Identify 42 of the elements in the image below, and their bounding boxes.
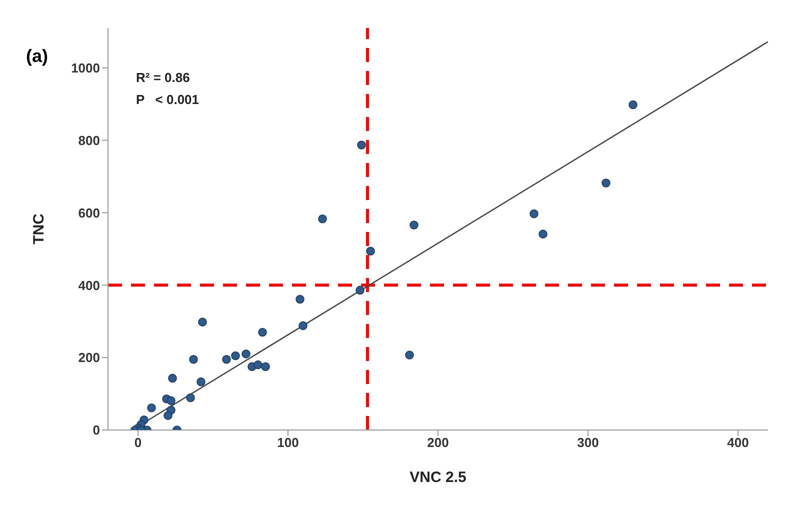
point bbox=[628, 100, 638, 110]
point bbox=[231, 351, 240, 360]
point bbox=[298, 321, 308, 330]
point bbox=[198, 318, 207, 326]
point bbox=[357, 140, 366, 150]
point bbox=[538, 230, 548, 238]
point bbox=[405, 350, 414, 360]
text: (a) bbox=[26, 46, 48, 67]
x-tick-label: 200 bbox=[427, 435, 449, 450]
annotation: P < 0.001 bbox=[136, 92, 200, 107]
y-tick-label: 600 bbox=[78, 205, 100, 220]
y-axis-title: TNC bbox=[30, 213, 48, 244]
y-tick-label: 1000 bbox=[71, 60, 100, 76]
x-tick-label: 100 bbox=[277, 435, 299, 450]
point bbox=[164, 411, 172, 420]
point bbox=[166, 396, 176, 406]
x-tick-label: 400 bbox=[727, 435, 749, 450]
y-tick-label: 0 bbox=[92, 422, 100, 438]
annotation: R² = 0.86 bbox=[136, 70, 190, 85]
point bbox=[168, 374, 177, 383]
point bbox=[356, 286, 364, 295]
point bbox=[410, 220, 418, 230]
point bbox=[261, 362, 270, 372]
point bbox=[242, 350, 250, 358]
y-tick-label: 800 bbox=[78, 132, 100, 148]
x-tick-label: 0 bbox=[134, 435, 142, 450]
point bbox=[196, 377, 206, 386]
point bbox=[189, 354, 198, 364]
point bbox=[530, 209, 538, 218]
x-axis-title: VNC 2.5 bbox=[410, 469, 466, 486]
point bbox=[366, 246, 375, 256]
point bbox=[254, 360, 262, 370]
point bbox=[147, 404, 156, 412]
point bbox=[186, 393, 195, 402]
point bbox=[296, 294, 304, 304]
y-tick-label: 400 bbox=[78, 278, 100, 293]
point bbox=[258, 328, 267, 337]
point bbox=[222, 354, 231, 364]
y-tick-label: 200 bbox=[78, 350, 100, 366]
point bbox=[318, 214, 327, 224]
point bbox=[602, 178, 610, 188]
x-tick-label: 300 bbox=[577, 435, 599, 450]
